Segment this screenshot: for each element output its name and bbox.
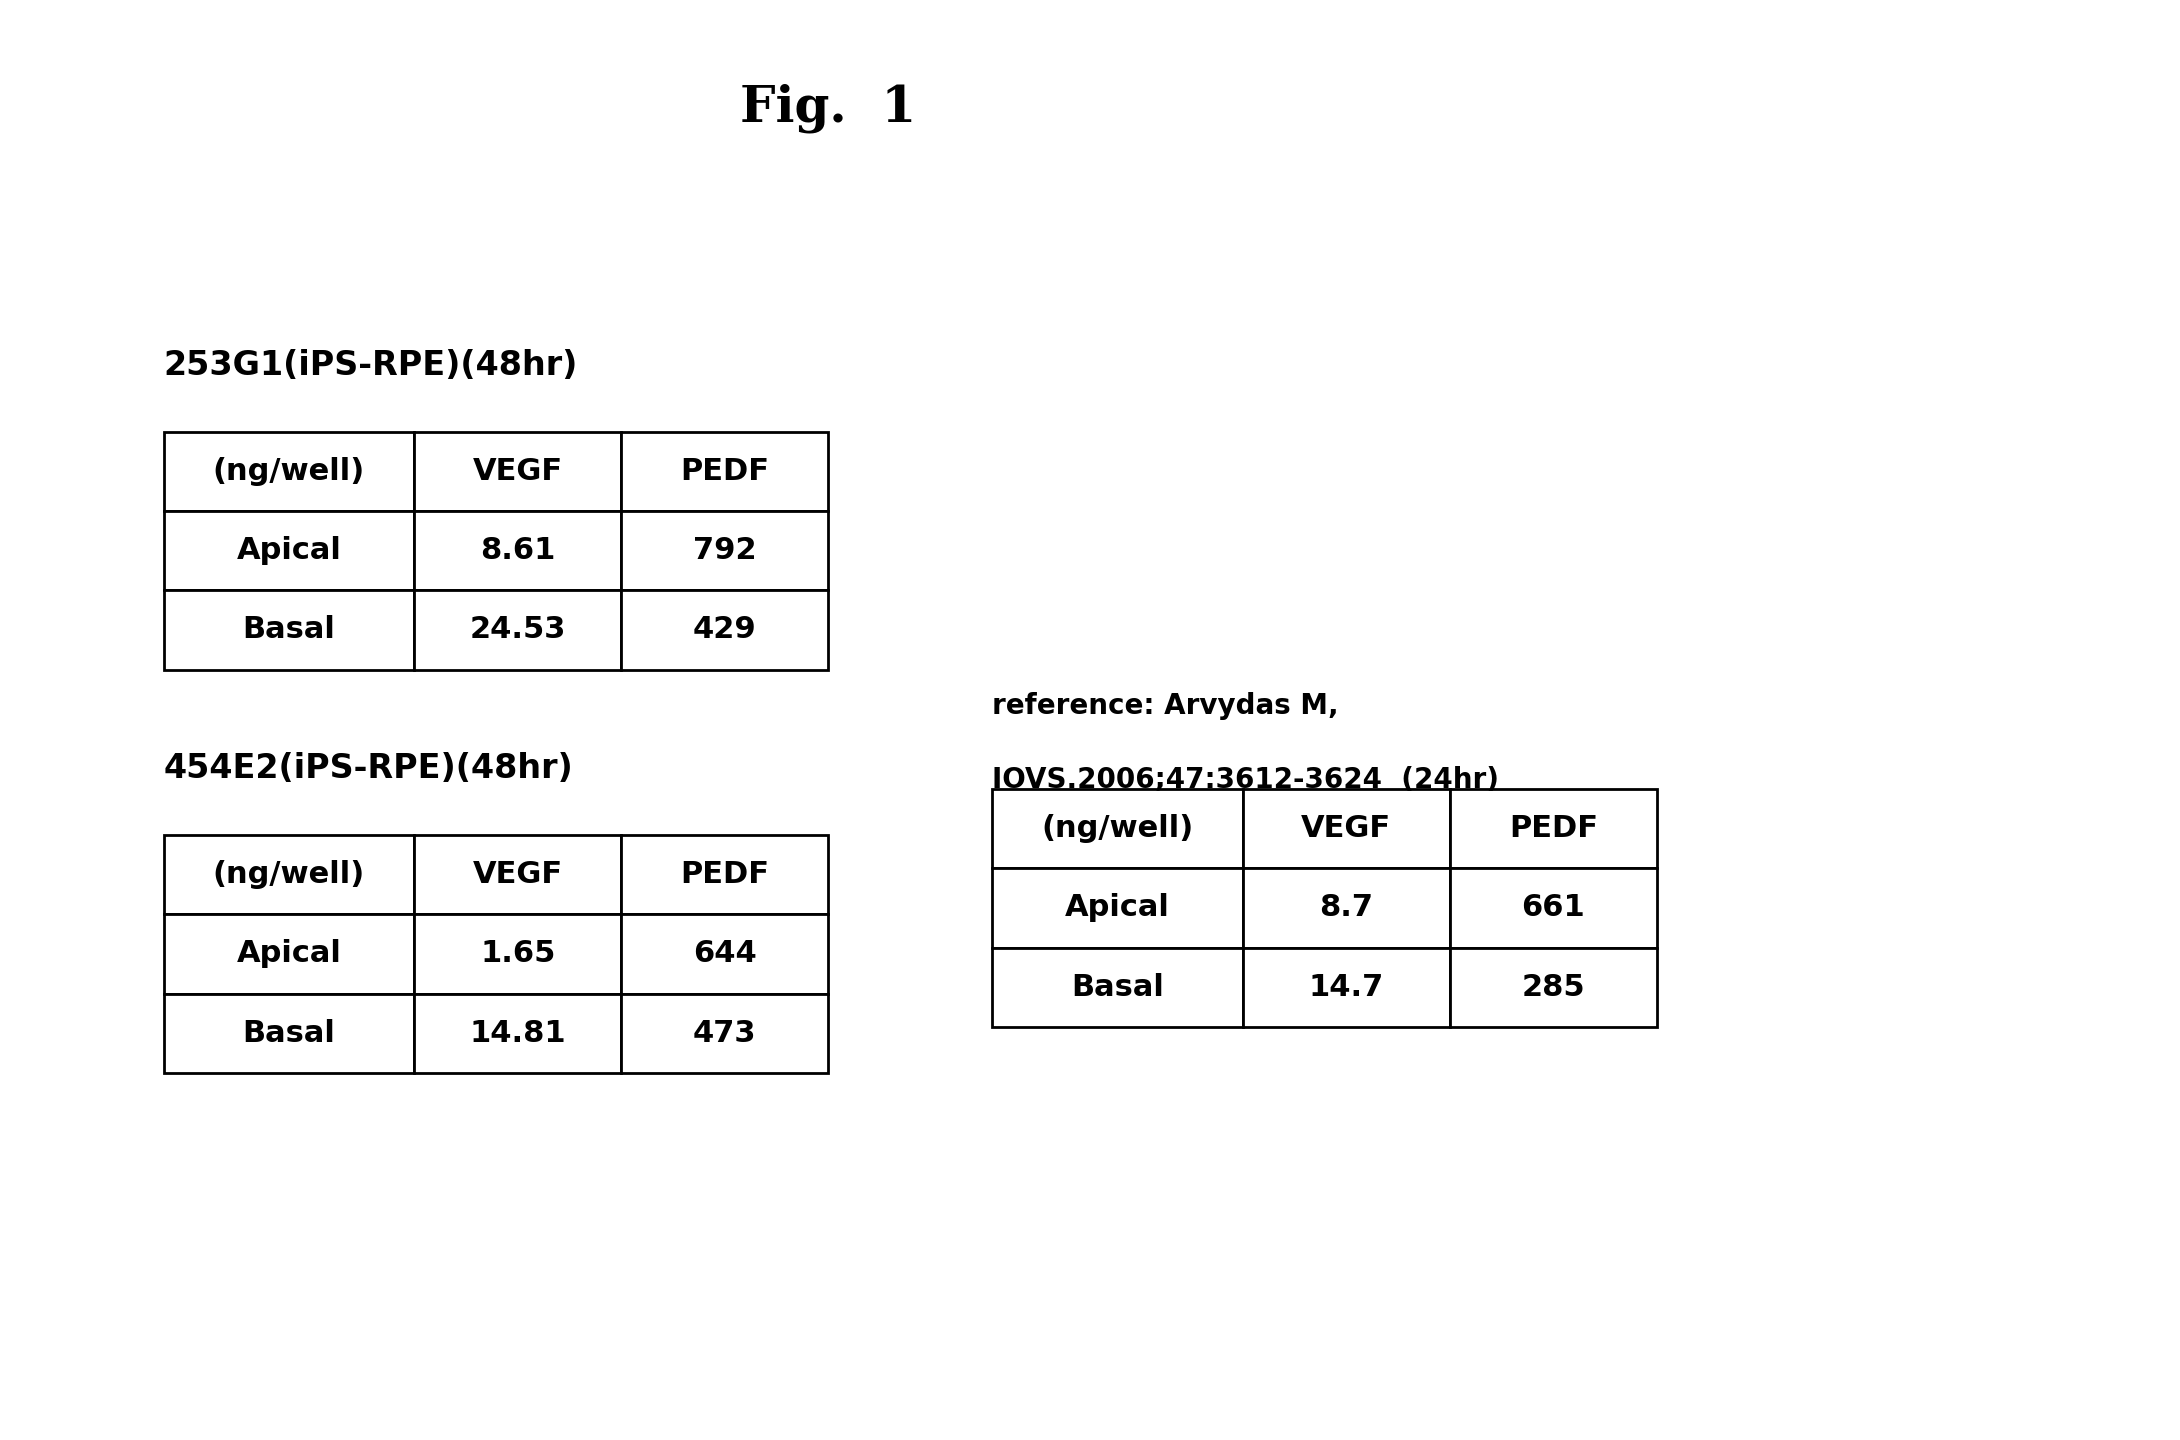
Text: 24.53: 24.53 [469, 615, 567, 645]
Text: 8.61: 8.61 [480, 536, 556, 566]
Bar [621, 511, 828, 590]
Bar [621, 432, 828, 511]
Text: 473: 473 [693, 1018, 756, 1048]
Text: 253G1(iPS-RPE)(48hr): 253G1(iPS-RPE)(48hr) [164, 348, 578, 382]
Text: (ng/well): (ng/well) [214, 456, 364, 487]
Text: Basal: Basal [242, 1018, 336, 1048]
Bar [621, 835, 828, 914]
Text: Apical: Apical [235, 536, 342, 566]
Text: VEGF: VEGF [473, 456, 562, 487]
Text: reference: Arvydas M,: reference: Arvydas M, [992, 693, 1339, 720]
Text: VEGF: VEGF [473, 860, 562, 890]
Text: VEGF: VEGF [1301, 814, 1391, 844]
Bar [1243, 948, 1450, 1027]
Bar [1450, 948, 1657, 1027]
Text: 8.7: 8.7 [1319, 893, 1373, 923]
Text: Basal: Basal [1070, 972, 1164, 1002]
Bar [164, 994, 414, 1073]
Text: 792: 792 [693, 536, 756, 566]
Text: Basal: Basal [242, 615, 336, 645]
Bar [1243, 868, 1450, 948]
Bar [992, 948, 1243, 1027]
Bar [164, 914, 414, 994]
Text: 285: 285 [1522, 972, 1585, 1002]
Text: PEDF: PEDF [680, 456, 770, 487]
Bar [414, 994, 621, 1073]
Text: (ng/well): (ng/well) [1042, 814, 1192, 844]
Bar [414, 432, 621, 511]
Text: 661: 661 [1522, 893, 1585, 923]
Text: 429: 429 [693, 615, 756, 645]
Bar [621, 994, 828, 1073]
Bar [621, 914, 828, 994]
Text: 454E2(iPS-RPE)(48hr): 454E2(iPS-RPE)(48hr) [164, 752, 573, 785]
Text: Fig.  1: Fig. 1 [741, 84, 916, 132]
Bar [1243, 789, 1450, 868]
Text: (ng/well): (ng/well) [214, 860, 364, 890]
Bar [164, 835, 414, 914]
Bar [992, 789, 1243, 868]
Text: PEDF: PEDF [680, 860, 770, 890]
Bar [992, 868, 1243, 948]
Bar [414, 511, 621, 590]
Bar [164, 590, 414, 670]
Text: 1.65: 1.65 [480, 939, 556, 969]
Bar [414, 914, 621, 994]
Text: 644: 644 [693, 939, 756, 969]
Text: Apical: Apical [235, 939, 342, 969]
Bar [164, 511, 414, 590]
Text: Apical: Apical [1064, 893, 1171, 923]
Text: 14.7: 14.7 [1308, 972, 1384, 1002]
Bar [1450, 789, 1657, 868]
Text: 14.81: 14.81 [469, 1018, 567, 1048]
Bar [1450, 868, 1657, 948]
Bar [164, 432, 414, 511]
Text: PEDF: PEDF [1509, 814, 1598, 844]
Bar [621, 590, 828, 670]
Bar [414, 590, 621, 670]
Bar [414, 835, 621, 914]
Text: IOVS.2006;47:3612-3624  (24hr): IOVS.2006;47:3612-3624 (24hr) [992, 766, 1500, 793]
